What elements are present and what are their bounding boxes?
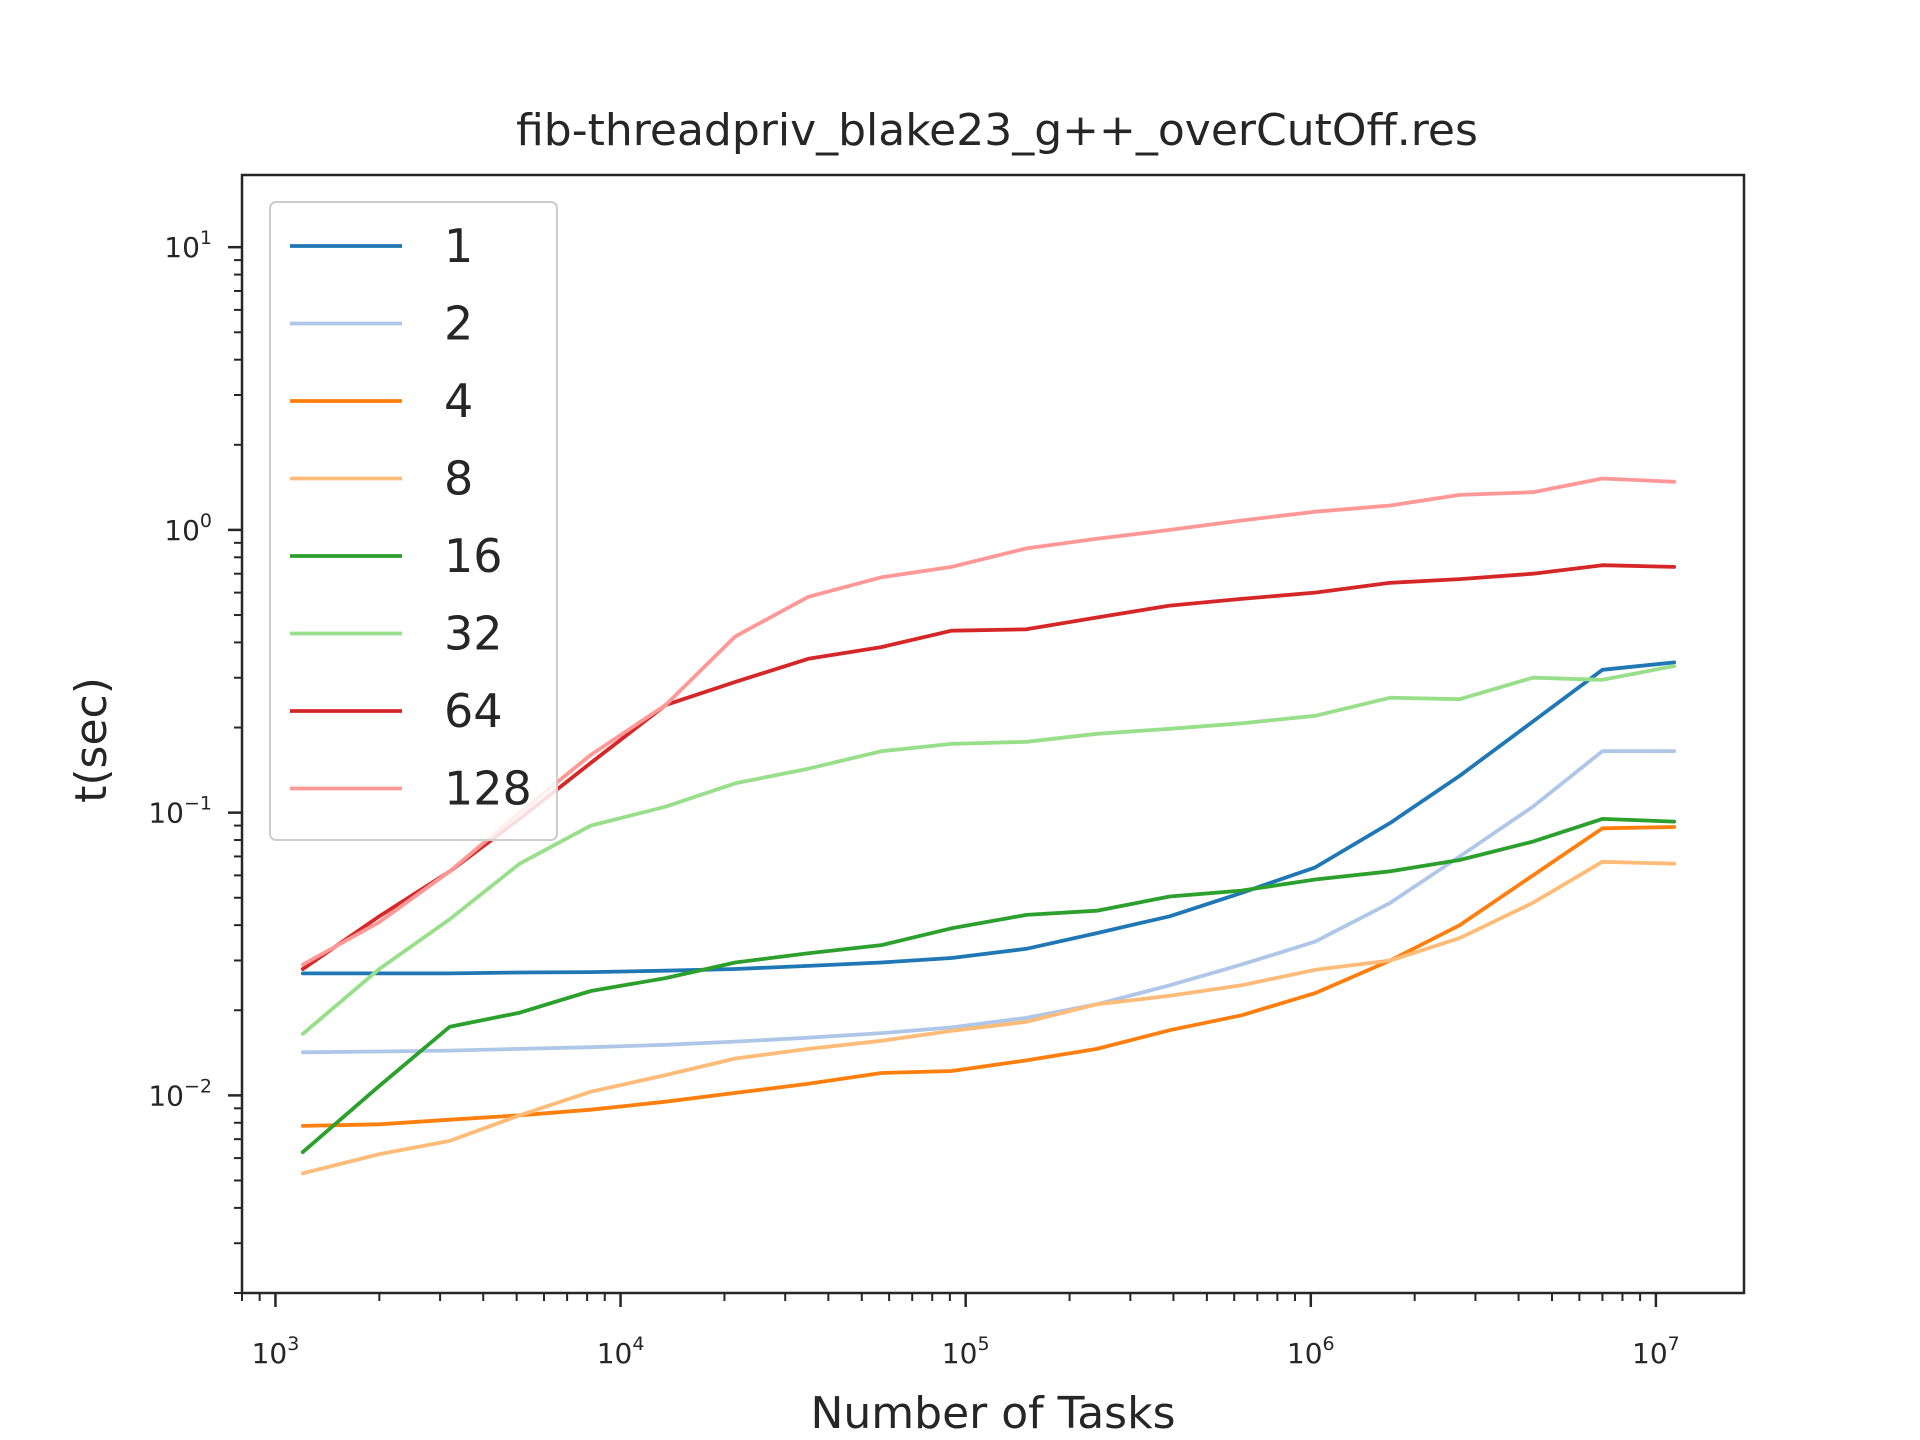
- y-tick-label: 10−2: [148, 1075, 212, 1112]
- x-tick-label: 107: [1632, 1333, 1680, 1370]
- x-tick-label: 103: [252, 1333, 300, 1370]
- y-tick-label: 10−1: [148, 793, 212, 830]
- legend-frame: [269, 201, 558, 841]
- legend-label-128: 128: [444, 762, 532, 816]
- y-axis: 10−2 10−1 100 101: [148, 227, 242, 1294]
- legend-label-8: 8: [444, 452, 473, 506]
- y-tick-label: 101: [164, 227, 212, 264]
- x-axis-title: Number of Tasks: [810, 1388, 1175, 1439]
- y-axis-title: t(sec): [66, 677, 117, 803]
- legend-label-16: 16: [444, 529, 503, 583]
- x-tick-label: 105: [942, 1333, 990, 1370]
- chart-title: fib-threadpriv_blake23_g++_overCutOff.re…: [516, 105, 1478, 156]
- legend-label-2: 2: [444, 297, 473, 351]
- series-line-2: [300, 749, 1677, 1055]
- series-line-8: [300, 859, 1677, 1176]
- x-tick-label: 106: [1287, 1333, 1335, 1370]
- legend-label-64: 64: [444, 684, 503, 738]
- plot-frame: [240, 173, 1746, 1295]
- series-line-16: [300, 817, 1677, 1154]
- legend-label-32: 32: [444, 607, 503, 661]
- legend-label-1: 1: [444, 219, 473, 273]
- x-axis: 103 104 105 106 107: [241, 1293, 1680, 1370]
- legend: 1 2 4 8 16 32 64 128: [269, 201, 558, 841]
- legend-label-4: 4: [444, 374, 473, 428]
- x-tick-label: 104: [597, 1333, 645, 1370]
- series-line-1: [300, 660, 1677, 976]
- series-line-4: [300, 825, 1677, 1128]
- series-line-32: [300, 664, 1677, 1036]
- y-tick-label: 100: [164, 510, 212, 547]
